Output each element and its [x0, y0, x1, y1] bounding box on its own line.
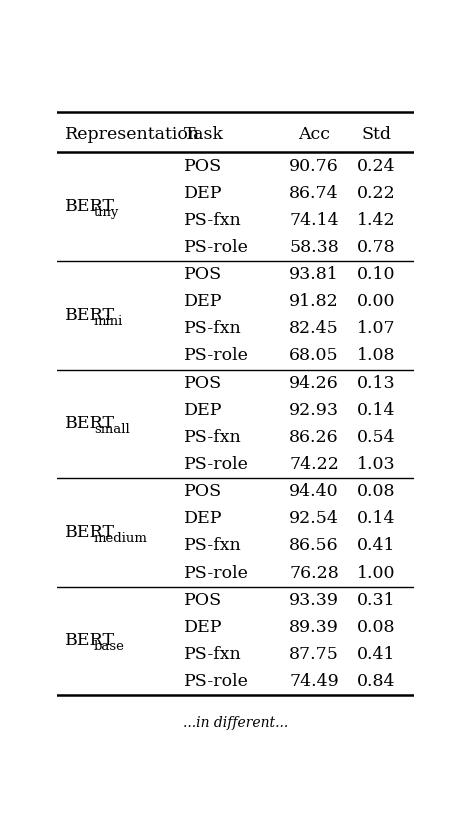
- Text: medium: medium: [94, 532, 147, 544]
- Text: mini: mini: [94, 315, 123, 328]
- Text: BERT: BERT: [64, 307, 114, 324]
- Text: 74.49: 74.49: [289, 673, 338, 691]
- Text: 1.07: 1.07: [357, 320, 395, 337]
- Text: Representation: Representation: [64, 125, 199, 143]
- Text: 91.82: 91.82: [289, 293, 338, 310]
- Text: 58.38: 58.38: [289, 239, 338, 256]
- Text: PS-role: PS-role: [184, 239, 248, 256]
- Text: 93.39: 93.39: [289, 592, 338, 608]
- Text: Task: Task: [184, 125, 224, 143]
- Text: 0.41: 0.41: [357, 538, 395, 554]
- Text: 74.14: 74.14: [289, 212, 338, 229]
- Text: POS: POS: [184, 266, 222, 283]
- Text: BERT: BERT: [64, 198, 114, 215]
- Text: 0.00: 0.00: [357, 293, 395, 310]
- Text: BERT: BERT: [64, 524, 114, 541]
- Text: PS-fxn: PS-fxn: [184, 429, 241, 446]
- Text: 82.45: 82.45: [289, 320, 338, 337]
- Text: Acc: Acc: [297, 125, 330, 143]
- Text: PS-role: PS-role: [184, 456, 248, 473]
- Text: 94.26: 94.26: [289, 374, 338, 392]
- Text: PS-fxn: PS-fxn: [184, 646, 241, 663]
- Text: POS: POS: [184, 483, 222, 500]
- Text: 68.05: 68.05: [289, 348, 338, 364]
- Text: 0.41: 0.41: [357, 646, 395, 663]
- Text: 0.78: 0.78: [357, 239, 395, 256]
- Text: 0.22: 0.22: [357, 184, 395, 202]
- Text: PS-role: PS-role: [184, 673, 248, 691]
- Text: 0.08: 0.08: [357, 619, 395, 636]
- Text: 0.14: 0.14: [357, 402, 395, 419]
- Text: 93.81: 93.81: [289, 266, 338, 283]
- Text: 1.08: 1.08: [357, 348, 395, 364]
- Text: base: base: [94, 641, 124, 653]
- Text: BERT: BERT: [64, 415, 114, 432]
- Text: DEP: DEP: [184, 402, 222, 419]
- Text: DEP: DEP: [184, 293, 222, 310]
- Text: POS: POS: [184, 374, 222, 392]
- Text: PS-role: PS-role: [184, 564, 248, 582]
- Text: 1.00: 1.00: [357, 564, 395, 582]
- Text: 0.84: 0.84: [357, 673, 395, 691]
- Text: 0.24: 0.24: [357, 158, 395, 174]
- Text: 0.54: 0.54: [357, 429, 395, 446]
- Text: 89.39: 89.39: [289, 619, 338, 636]
- Text: DEP: DEP: [184, 510, 222, 527]
- Text: 86.74: 86.74: [289, 184, 338, 202]
- Text: 86.26: 86.26: [289, 429, 338, 446]
- Text: 92.54: 92.54: [289, 510, 338, 527]
- Text: 1.03: 1.03: [357, 456, 395, 473]
- Text: 76.28: 76.28: [289, 564, 338, 582]
- Text: 87.75: 87.75: [289, 646, 338, 663]
- Text: PS-fxn: PS-fxn: [184, 538, 241, 554]
- Text: DEP: DEP: [184, 619, 222, 636]
- Text: Std: Std: [361, 125, 391, 143]
- Text: BERT: BERT: [64, 632, 114, 649]
- Text: PS-role: PS-role: [184, 348, 248, 364]
- Text: 0.13: 0.13: [357, 374, 395, 392]
- Text: tiny: tiny: [94, 206, 119, 219]
- Text: 0.08: 0.08: [357, 483, 395, 500]
- Text: 90.76: 90.76: [289, 158, 338, 174]
- Text: POS: POS: [184, 158, 222, 174]
- Text: 0.14: 0.14: [357, 510, 395, 527]
- Text: PS-fxn: PS-fxn: [184, 320, 241, 337]
- Text: PS-fxn: PS-fxn: [184, 212, 241, 229]
- Text: 74.22: 74.22: [289, 456, 338, 473]
- Text: small: small: [94, 423, 129, 437]
- Text: 1.42: 1.42: [357, 212, 395, 229]
- Text: 0.10: 0.10: [357, 266, 395, 283]
- Text: 0.31: 0.31: [357, 592, 395, 608]
- Text: 86.56: 86.56: [289, 538, 338, 554]
- Text: DEP: DEP: [184, 184, 222, 202]
- Text: POS: POS: [184, 592, 222, 608]
- Text: 92.93: 92.93: [289, 402, 338, 419]
- Text: 94.40: 94.40: [289, 483, 338, 500]
- Text: ...in different...: ...in different...: [183, 715, 288, 730]
